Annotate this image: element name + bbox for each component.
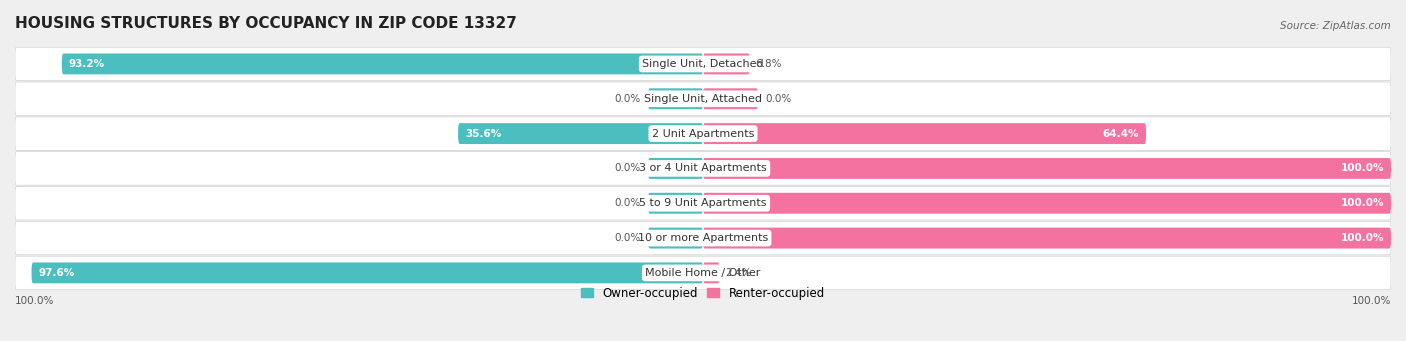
Text: Single Unit, Detached: Single Unit, Detached xyxy=(643,59,763,69)
Text: 0.0%: 0.0% xyxy=(614,94,641,104)
Legend: Owner-occupied, Renter-occupied: Owner-occupied, Renter-occupied xyxy=(581,286,825,300)
FancyBboxPatch shape xyxy=(15,152,1391,185)
FancyBboxPatch shape xyxy=(703,158,1391,179)
FancyBboxPatch shape xyxy=(703,54,749,74)
Text: 2.4%: 2.4% xyxy=(725,268,752,278)
Text: 0.0%: 0.0% xyxy=(765,94,792,104)
FancyBboxPatch shape xyxy=(15,47,1391,81)
Text: Mobile Home / Other: Mobile Home / Other xyxy=(645,268,761,278)
FancyBboxPatch shape xyxy=(458,123,703,144)
FancyBboxPatch shape xyxy=(648,88,703,109)
FancyBboxPatch shape xyxy=(15,256,1391,290)
Text: 64.4%: 64.4% xyxy=(1102,129,1139,138)
Text: HOUSING STRUCTURES BY OCCUPANCY IN ZIP CODE 13327: HOUSING STRUCTURES BY OCCUPANCY IN ZIP C… xyxy=(15,16,517,31)
FancyBboxPatch shape xyxy=(31,263,703,283)
Text: 93.2%: 93.2% xyxy=(69,59,105,69)
Text: Single Unit, Attached: Single Unit, Attached xyxy=(644,94,762,104)
FancyBboxPatch shape xyxy=(648,193,703,214)
FancyBboxPatch shape xyxy=(703,123,1146,144)
FancyBboxPatch shape xyxy=(15,187,1391,220)
Text: 5 to 9 Unit Apartments: 5 to 9 Unit Apartments xyxy=(640,198,766,208)
Text: 100.0%: 100.0% xyxy=(1340,233,1384,243)
Text: 0.0%: 0.0% xyxy=(614,163,641,174)
Text: 0.0%: 0.0% xyxy=(614,233,641,243)
Text: 10 or more Apartments: 10 or more Apartments xyxy=(638,233,768,243)
FancyBboxPatch shape xyxy=(62,54,703,74)
FancyBboxPatch shape xyxy=(648,158,703,179)
Text: 6.8%: 6.8% xyxy=(755,59,782,69)
Text: 100.0%: 100.0% xyxy=(1340,198,1384,208)
FancyBboxPatch shape xyxy=(703,88,758,109)
FancyBboxPatch shape xyxy=(15,117,1391,150)
Text: 100.0%: 100.0% xyxy=(15,296,55,306)
Text: 97.6%: 97.6% xyxy=(38,268,75,278)
Text: 100.0%: 100.0% xyxy=(1340,163,1384,174)
FancyBboxPatch shape xyxy=(703,193,1391,214)
Text: 35.6%: 35.6% xyxy=(465,129,501,138)
Text: Source: ZipAtlas.com: Source: ZipAtlas.com xyxy=(1281,21,1391,31)
Text: 2 Unit Apartments: 2 Unit Apartments xyxy=(652,129,754,138)
Text: 100.0%: 100.0% xyxy=(1351,296,1391,306)
FancyBboxPatch shape xyxy=(703,263,720,283)
FancyBboxPatch shape xyxy=(15,221,1391,255)
Text: 3 or 4 Unit Apartments: 3 or 4 Unit Apartments xyxy=(640,163,766,174)
FancyBboxPatch shape xyxy=(15,82,1391,116)
FancyBboxPatch shape xyxy=(703,228,1391,249)
Text: 0.0%: 0.0% xyxy=(614,198,641,208)
FancyBboxPatch shape xyxy=(648,228,703,249)
